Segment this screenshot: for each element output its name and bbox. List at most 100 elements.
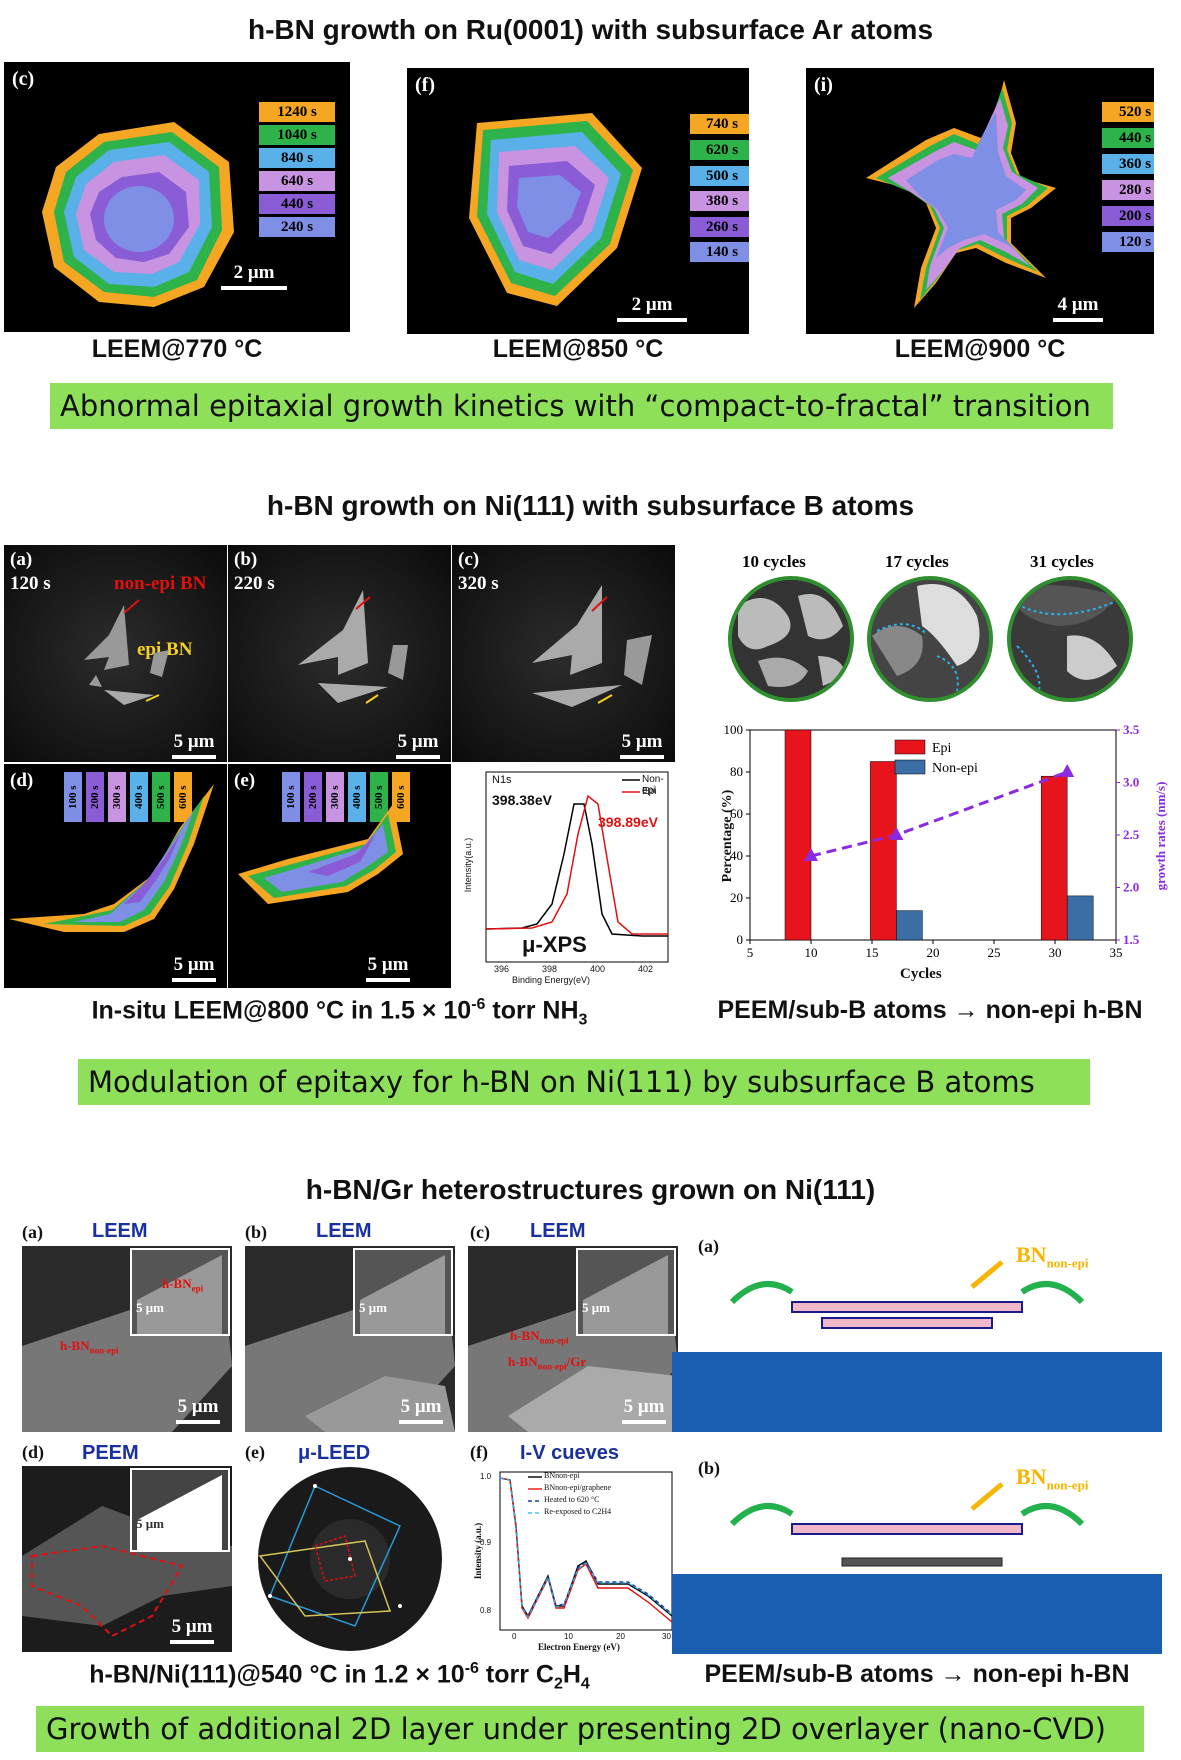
bn-text: BN	[1016, 1464, 1047, 1489]
leem-panel-3c: 5 μm h-BNnon-epi h-BNnon-epi/Gr 5 μm	[468, 1246, 678, 1432]
x-tick-label: 30	[1049, 945, 1062, 960]
caption-exp: -6	[471, 996, 486, 1013]
scale-bar: 5 μm	[358, 954, 418, 982]
hbn-sub: epi	[191, 1283, 204, 1294]
peem-circle-10	[728, 576, 854, 702]
legend-item: 120 s	[1102, 232, 1154, 252]
legend-label-epi: Epi	[932, 741, 952, 756]
caption-leem-850: LEEM@850 °C	[492, 335, 664, 363]
panel-label: (c)	[12, 68, 35, 90]
schematic-label: (a)	[698, 1236, 719, 1256]
leem-panel-d: (d) 100 s 200 s 300 s 400 s 500 s 600 s …	[4, 764, 227, 988]
panel-label: (d)	[10, 770, 34, 791]
island-image	[84, 599, 169, 705]
scale-line	[617, 318, 687, 322]
panel-label: (f)	[470, 1442, 488, 1462]
peem-image	[1011, 580, 1129, 698]
legend-item: 1240 s	[259, 102, 335, 122]
compact-island-image	[42, 122, 234, 307]
bar-nonepi	[1066, 895, 1094, 941]
scale-bar: 5 μm	[164, 954, 224, 982]
leem-panel-3b: 5 μm 5 μm	[245, 1246, 455, 1432]
panel-label: (a)	[22, 1222, 43, 1242]
leed-image	[258, 1467, 442, 1651]
caption-sub: 2	[553, 1675, 563, 1693]
legend-item: 620 s	[690, 140, 749, 160]
scale-label: 4 μm	[1057, 294, 1099, 315]
y-tick-label: 0	[737, 932, 744, 947]
hbn-epi-label: h-BNepi	[162, 1276, 203, 1294]
scale-label: 5 μm	[171, 1616, 213, 1637]
iv-legend: Re-exposed to C2H4	[544, 1507, 612, 1516]
xps-xtick: 396	[494, 964, 510, 974]
inset-scale: 5 μm	[136, 1300, 164, 1315]
y2-tick-label: 2.0	[1123, 880, 1139, 895]
triangular-island-image	[469, 113, 642, 306]
legend-item: 140 s	[690, 242, 749, 262]
legend-item: 1040 s	[259, 125, 335, 145]
xps-xlabel: Binding Energy(eV)	[512, 975, 591, 985]
caption-sub: 3	[578, 1011, 588, 1029]
caption-hbn-ni: h-BN/Ni(111)@540 °C in 1.2 × 10-6 torr C…	[4, 1660, 675, 1693]
hbn-nonepi-label: h-BNnon-epi	[60, 1338, 119, 1356]
xps-peak2: 398.89eV	[598, 814, 658, 830]
peem-image	[871, 580, 989, 698]
scale-label: 5 μm	[621, 731, 663, 752]
schematic-a: (a) BNnon-epi	[672, 1232, 1162, 1432]
bar-epi	[870, 761, 897, 941]
inset-image	[137, 1475, 222, 1550]
hbn-sub: non-epi	[537, 1361, 567, 1372]
scale-bar: 5 μm	[391, 1396, 451, 1424]
panel-label: (i)	[814, 74, 833, 96]
section1-title: h-BN growth on Ru(0001) with subsurface …	[247, 14, 934, 45]
panel-label: (d)	[22, 1442, 44, 1462]
time-label: 220 s	[234, 573, 275, 594]
scale-line	[396, 755, 440, 759]
caption-insitu-leem: In-situ LEEM@800 °C in 1.5 × 10-6 torr N…	[4, 996, 675, 1029]
island-image	[238, 804, 403, 904]
hbn-sub: non-epi	[89, 1345, 119, 1356]
iv-svg	[499, 1471, 673, 1631]
xps-xtick: 402	[638, 964, 654, 974]
scale-line	[176, 1420, 220, 1424]
circle-label: 17 cycles	[885, 552, 949, 571]
hbn-text: h-BN	[60, 1338, 90, 1353]
chart-y2label: growth rates (nm/s)	[1153, 781, 1168, 891]
gr-text: /Gr	[566, 1354, 587, 1369]
circle-label: 31 cycles	[1030, 552, 1094, 571]
iv-xtick: 0	[512, 1632, 517, 1641]
iv-ytick: 0.8	[480, 1606, 492, 1615]
iv-curve-4	[499, 1477, 673, 1619]
scale-bar: 5 μm	[164, 731, 224, 759]
leem-panel-f: (f) 740 s 620 s 500 s 380 s 260 s 140 s …	[407, 68, 749, 334]
schematic-b-image	[672, 1482, 1162, 1654]
caption-tail: torr C	[478, 1660, 554, 1689]
iv-ytick: 0.9	[480, 1538, 492, 1547]
x-tick-label: 35	[1110, 945, 1123, 960]
leem-panel-b: (b) 220 s 5 μm	[228, 545, 451, 762]
xps-epi-curve	[485, 794, 668, 935]
legend-item: 280 s	[1102, 180, 1154, 200]
legend-item: 740 s	[690, 114, 749, 134]
scale-bar: 5 μm	[612, 731, 672, 759]
legend-label-nonepi: Non-epi	[932, 761, 978, 776]
x-tick-label: 15	[866, 945, 879, 960]
section2-title: h-BN growth on Ni(111) with subsurface B…	[266, 490, 915, 521]
growth-rate-line	[810, 770, 1068, 858]
x-tick-label: 10	[805, 945, 818, 960]
bn-sub: non-epi	[1046, 1477, 1089, 1493]
y-tick-label: 20	[730, 890, 743, 905]
schematic-b: (b) BNnon-epi	[672, 1454, 1162, 1654]
panel-label: (e)	[245, 1442, 265, 1462]
y2-tick-label: 1.5	[1123, 932, 1140, 947]
scale-line	[1053, 318, 1103, 322]
scale-line	[620, 755, 664, 759]
leem-panel-a: (a) 120 s non-epi BN epi BN 5 μm	[4, 545, 227, 762]
bn-sub: non-epi	[1046, 1255, 1089, 1271]
inset-scale: 5 μm	[582, 1300, 610, 1315]
peem-circle-31	[1007, 576, 1133, 702]
mode-label: μ-LEED	[298, 1442, 371, 1464]
summary-box-2: Modulation of epitaxy for h-BN on Ni(111…	[78, 1059, 1090, 1105]
caption-sub2: 4	[580, 1675, 590, 1693]
nonepi-label: non-epi BN	[114, 573, 207, 594]
